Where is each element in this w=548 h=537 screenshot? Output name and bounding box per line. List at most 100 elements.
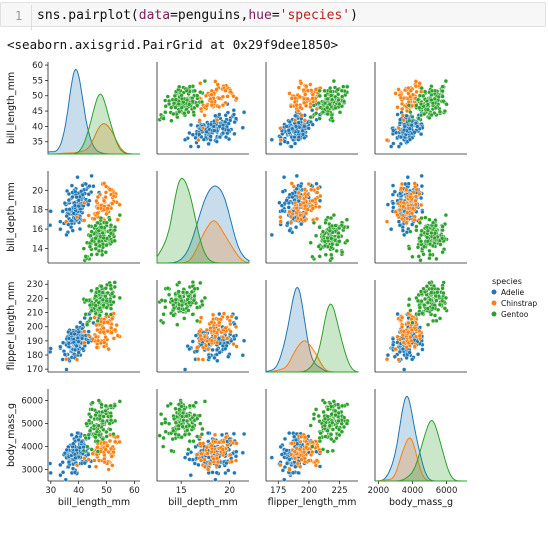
scatter-point: [406, 91, 411, 96]
scatter-point: [74, 357, 80, 362]
scatter-point: [184, 428, 190, 433]
scatter-point: [417, 333, 422, 338]
scatter-point: [269, 455, 274, 460]
scatter-point: [60, 209, 65, 214]
y-axis-label: bill_depth_mm: [6, 182, 17, 252]
scatter-point: [165, 403, 171, 409]
scatter-point: [108, 427, 113, 432]
scatter-point: [290, 126, 295, 131]
scatter-point: [440, 224, 445, 229]
scatter-point: [87, 302, 93, 308]
scatter-point: [108, 286, 114, 292]
scatter-point: [400, 228, 406, 233]
scatter-point: [213, 113, 218, 118]
scatter-point: [171, 428, 176, 433]
scatter-point: [333, 223, 338, 228]
scatter-point: [186, 431, 192, 437]
scatter-point: [89, 288, 94, 294]
scatter-point: [67, 207, 72, 212]
scatter-point: [209, 92, 214, 97]
scatter-point: [334, 436, 339, 441]
scatter-point: [195, 452, 200, 457]
scatter-point: [241, 431, 247, 437]
scatter-point: [104, 220, 109, 226]
scatter-point: [442, 306, 448, 311]
scatter-point: [393, 209, 398, 215]
scatter-point: [213, 79, 218, 84]
scatter-point: [221, 439, 226, 444]
scatter-point: [209, 320, 214, 325]
scatter-point: [100, 290, 105, 295]
scatter-point: [409, 210, 415, 216]
scatter-point: [204, 327, 210, 333]
scatter-panel: [269, 78, 350, 149]
scatter-point: [410, 320, 415, 325]
scatter-point: [177, 109, 182, 114]
scatter-point: [103, 194, 108, 200]
scatter-point: [320, 229, 326, 234]
code-editor[interactable]: 1 sns.pairplot(data=penguins,hue='specie…: [0, 2, 546, 30]
scatter-point: [317, 116, 322, 121]
scatter-point: [313, 233, 319, 238]
scatter-point: [161, 116, 166, 121]
scatter-point: [418, 289, 424, 294]
scatter-point: [160, 444, 166, 449]
scatter-point: [415, 124, 420, 129]
scatter-point: [194, 93, 200, 98]
scatter-point: [72, 470, 78, 475]
scatter-point: [430, 305, 436, 311]
scatter-point: [115, 217, 121, 222]
x-tick-label: 40: [73, 486, 84, 496]
scatter-point: [444, 102, 449, 107]
scatter-point: [427, 115, 432, 121]
scatter-point: [228, 321, 233, 327]
scatter-point: [198, 333, 203, 338]
scatter-point: [103, 335, 108, 340]
scatter-point: [328, 215, 334, 221]
x-tick-label: 60: [129, 486, 140, 496]
scatter-point: [100, 436, 106, 442]
scatter-point: [323, 220, 328, 226]
scatter-point: [99, 402, 104, 407]
scatter-point: [430, 220, 436, 226]
scatter-point: [95, 445, 100, 450]
scatter-point: [392, 189, 397, 194]
scatter-point: [415, 352, 421, 357]
scatter-point: [186, 447, 191, 452]
scatter-point: [329, 115, 334, 121]
scatter-point: [206, 141, 211, 147]
scatter-point: [418, 195, 424, 201]
code-line[interactable]: sns.pairplot(data=penguins,hue='species'…: [37, 8, 358, 23]
scatter-point: [437, 109, 443, 114]
scatter-point: [112, 327, 118, 333]
scatter-point: [87, 198, 92, 203]
scatter-point: [200, 125, 206, 131]
scatter-point: [391, 128, 396, 133]
scatter-point: [409, 338, 414, 343]
legend-marker: [491, 289, 497, 295]
scatter-point: [108, 312, 114, 317]
scatter-point: [405, 174, 410, 180]
scatter-point: [185, 451, 190, 457]
scatter-point: [317, 198, 323, 203]
scatter-point: [71, 211, 76, 216]
notebook-input-cell[interactable]: 1 sns.pairplot(data=penguins,hue='specie…: [0, 0, 548, 30]
scatter-point: [103, 447, 108, 452]
scatter-point: [181, 418, 186, 423]
scatter-point: [393, 91, 398, 96]
scatter-point: [204, 103, 210, 108]
scatter-point: [199, 432, 205, 437]
scatter-point: [409, 327, 415, 333]
scatter-point: [443, 295, 449, 301]
scatter-point: [102, 459, 107, 465]
scatter-point: [294, 102, 299, 108]
scatter-point: [195, 345, 200, 350]
scatter-point: [80, 346, 86, 351]
scatter-point: [48, 209, 53, 214]
scatter-point: [198, 106, 204, 112]
scatter-point: [58, 462, 63, 468]
scatter-point: [284, 198, 289, 203]
scatter-point: [422, 89, 428, 94]
scatter-point: [435, 290, 440, 295]
scatter-point: [77, 226, 83, 232]
